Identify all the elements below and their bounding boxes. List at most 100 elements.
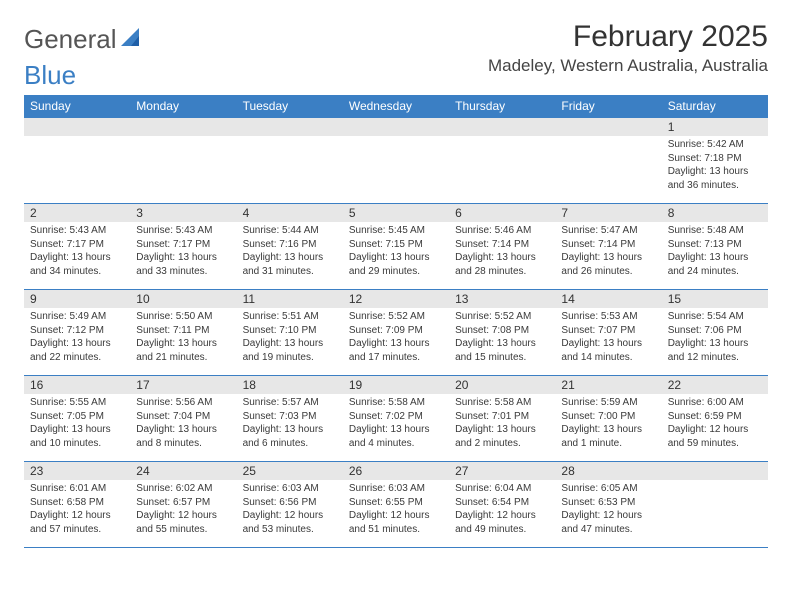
daylight-text: Daylight: 13 hours and 36 minutes. [668, 165, 762, 192]
day-number: 16 [24, 376, 130, 394]
daylight-text: Daylight: 12 hours and 59 minutes. [668, 423, 762, 450]
sunrise-text: Sunrise: 5:48 AM [668, 224, 762, 238]
calendar-week-row: 16Sunrise: 5:55 AMSunset: 7:05 PMDayligh… [24, 376, 768, 462]
sunrise-text: Sunrise: 6:02 AM [136, 482, 230, 496]
day-number: 20 [449, 376, 555, 394]
weekday-header-row: Sunday Monday Tuesday Wednesday Thursday… [24, 95, 768, 118]
day-number: 7 [555, 204, 661, 222]
calendar-cell: 22Sunrise: 6:00 AMSunset: 6:59 PMDayligh… [662, 376, 768, 462]
sunrise-text: Sunrise: 5:52 AM [349, 310, 443, 324]
calendar-cell: 11Sunrise: 5:51 AMSunset: 7:10 PMDayligh… [237, 290, 343, 376]
sunrise-text: Sunrise: 5:52 AM [455, 310, 549, 324]
calendar-cell: 23Sunrise: 6:01 AMSunset: 6:58 PMDayligh… [24, 462, 130, 548]
daylight-text: Daylight: 13 hours and 4 minutes. [349, 423, 443, 450]
day-number: 13 [449, 290, 555, 308]
day-number: 22 [662, 376, 768, 394]
day-number: 18 [237, 376, 343, 394]
calendar-cell: 20Sunrise: 5:58 AMSunset: 7:01 PMDayligh… [449, 376, 555, 462]
day-number: 12 [343, 290, 449, 308]
sunset-text: Sunset: 7:00 PM [561, 410, 655, 424]
day-details: Sunrise: 5:43 AMSunset: 7:17 PMDaylight:… [130, 222, 236, 282]
day-number-empty [343, 118, 449, 136]
day-number-empty [449, 118, 555, 136]
sunset-text: Sunset: 7:14 PM [561, 238, 655, 252]
sunrise-text: Sunrise: 5:46 AM [455, 224, 549, 238]
calendar-cell: 16Sunrise: 5:55 AMSunset: 7:05 PMDayligh… [24, 376, 130, 462]
daylight-text: Daylight: 12 hours and 57 minutes. [30, 509, 124, 536]
sunset-text: Sunset: 6:59 PM [668, 410, 762, 424]
calendar-cell: 25Sunrise: 6:03 AMSunset: 6:56 PMDayligh… [237, 462, 343, 548]
day-number-empty [237, 118, 343, 136]
calendar-cell: 21Sunrise: 5:59 AMSunset: 7:00 PMDayligh… [555, 376, 661, 462]
daylight-text: Daylight: 13 hours and 6 minutes. [243, 423, 337, 450]
calendar-cell: 3Sunrise: 5:43 AMSunset: 7:17 PMDaylight… [130, 204, 236, 290]
daylight-text: Daylight: 13 hours and 8 minutes. [136, 423, 230, 450]
sunrise-text: Sunrise: 5:59 AM [561, 396, 655, 410]
sunset-text: Sunset: 7:13 PM [668, 238, 762, 252]
sunset-text: Sunset: 6:54 PM [455, 496, 549, 510]
logo-sail-icon [121, 24, 145, 55]
sunrise-text: Sunrise: 5:49 AM [30, 310, 124, 324]
day-number: 24 [130, 462, 236, 480]
sunrise-text: Sunrise: 5:54 AM [668, 310, 762, 324]
sunset-text: Sunset: 6:56 PM [243, 496, 337, 510]
sunset-text: Sunset: 7:04 PM [136, 410, 230, 424]
day-number: 17 [130, 376, 236, 394]
sunset-text: Sunset: 7:01 PM [455, 410, 549, 424]
day-details: Sunrise: 6:02 AMSunset: 6:57 PMDaylight:… [130, 480, 236, 540]
logo: General [24, 24, 145, 55]
calendar-cell: 7Sunrise: 5:47 AMSunset: 7:14 PMDaylight… [555, 204, 661, 290]
sunset-text: Sunset: 7:16 PM [243, 238, 337, 252]
daylight-text: Daylight: 12 hours and 47 minutes. [561, 509, 655, 536]
daylight-text: Daylight: 13 hours and 15 minutes. [455, 337, 549, 364]
sunset-text: Sunset: 7:17 PM [30, 238, 124, 252]
calendar-cell: 19Sunrise: 5:58 AMSunset: 7:02 PMDayligh… [343, 376, 449, 462]
day-details: Sunrise: 5:59 AMSunset: 7:00 PMDaylight:… [555, 394, 661, 454]
day-number-empty [555, 118, 661, 136]
day-details: Sunrise: 5:51 AMSunset: 7:10 PMDaylight:… [237, 308, 343, 368]
day-number: 5 [343, 204, 449, 222]
daylight-text: Daylight: 13 hours and 31 minutes. [243, 251, 337, 278]
sunrise-text: Sunrise: 5:53 AM [561, 310, 655, 324]
calendar-cell: 26Sunrise: 6:03 AMSunset: 6:55 PMDayligh… [343, 462, 449, 548]
sunset-text: Sunset: 7:02 PM [349, 410, 443, 424]
day-number-empty [24, 118, 130, 136]
day-details: Sunrise: 5:55 AMSunset: 7:05 PMDaylight:… [24, 394, 130, 454]
sunrise-text: Sunrise: 5:44 AM [243, 224, 337, 238]
day-number-empty [130, 118, 236, 136]
calendar-cell: 17Sunrise: 5:56 AMSunset: 7:04 PMDayligh… [130, 376, 236, 462]
day-details: Sunrise: 6:03 AMSunset: 6:55 PMDaylight:… [343, 480, 449, 540]
day-number: 3 [130, 204, 236, 222]
day-details: Sunrise: 5:42 AMSunset: 7:18 PMDaylight:… [662, 136, 768, 196]
day-details: Sunrise: 5:54 AMSunset: 7:06 PMDaylight:… [662, 308, 768, 368]
daylight-text: Daylight: 12 hours and 53 minutes. [243, 509, 337, 536]
day-number: 26 [343, 462, 449, 480]
col-monday: Monday [130, 95, 236, 118]
daylight-text: Daylight: 12 hours and 49 minutes. [455, 509, 549, 536]
calendar-week-row: 9Sunrise: 5:49 AMSunset: 7:12 PMDaylight… [24, 290, 768, 376]
calendar-week-row: 1Sunrise: 5:42 AMSunset: 7:18 PMDaylight… [24, 118, 768, 204]
sunrise-text: Sunrise: 5:58 AM [455, 396, 549, 410]
sunrise-text: Sunrise: 5:58 AM [349, 396, 443, 410]
sunset-text: Sunset: 7:08 PM [455, 324, 549, 338]
col-wednesday: Wednesday [343, 95, 449, 118]
day-number: 15 [662, 290, 768, 308]
calendar-cell: 15Sunrise: 5:54 AMSunset: 7:06 PMDayligh… [662, 290, 768, 376]
day-number: 1 [662, 118, 768, 136]
sunrise-text: Sunrise: 6:03 AM [349, 482, 443, 496]
calendar-table: Sunday Monday Tuesday Wednesday Thursday… [24, 95, 768, 548]
calendar-cell [343, 118, 449, 204]
day-details: Sunrise: 5:56 AMSunset: 7:04 PMDaylight:… [130, 394, 236, 454]
day-details: Sunrise: 5:47 AMSunset: 7:14 PMDaylight:… [555, 222, 661, 282]
sunrise-text: Sunrise: 5:51 AM [243, 310, 337, 324]
calendar-cell: 5Sunrise: 5:45 AMSunset: 7:15 PMDaylight… [343, 204, 449, 290]
day-details: Sunrise: 5:49 AMSunset: 7:12 PMDaylight:… [24, 308, 130, 368]
daylight-text: Daylight: 13 hours and 26 minutes. [561, 251, 655, 278]
sunset-text: Sunset: 6:58 PM [30, 496, 124, 510]
sunrise-text: Sunrise: 5:45 AM [349, 224, 443, 238]
sunset-text: Sunset: 7:07 PM [561, 324, 655, 338]
day-number: 4 [237, 204, 343, 222]
sunrise-text: Sunrise: 5:43 AM [30, 224, 124, 238]
day-details: Sunrise: 5:52 AMSunset: 7:08 PMDaylight:… [449, 308, 555, 368]
calendar-cell: 12Sunrise: 5:52 AMSunset: 7:09 PMDayligh… [343, 290, 449, 376]
